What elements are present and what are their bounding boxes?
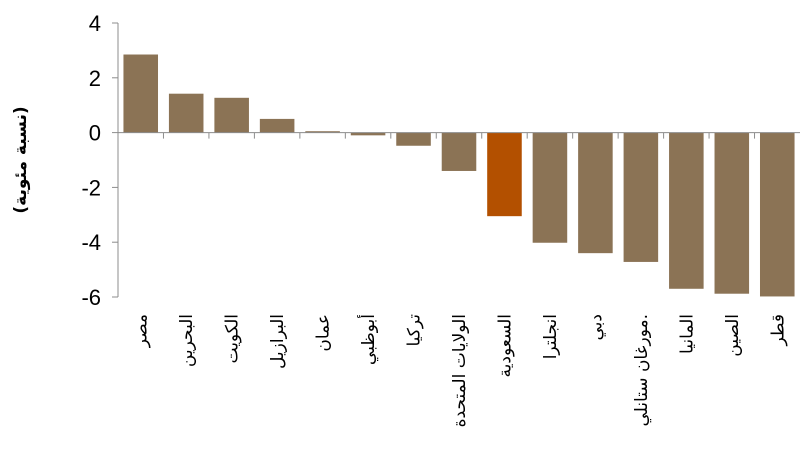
category-label: الولايات المتحدة [450, 314, 470, 427]
bar [578, 132, 613, 254]
category-label: قطر [768, 314, 788, 346]
x-axis-ticks [117, 132, 756, 139]
bar [123, 54, 159, 133]
bar [214, 97, 249, 133]
category-label: البرازيل [268, 314, 288, 369]
y-axis-title-group: (نسبة مئوية) [11, 106, 31, 213]
bar [487, 132, 522, 217]
bar [259, 118, 295, 133]
category-labels: مصر البحرين الكويت البرازيل عمان أبوظبي تركيا ا… [132, 314, 789, 428]
y-axis-title: (نسبة مئوية) [11, 106, 31, 213]
category-label: دبي [586, 314, 606, 340]
category-label: مصر [132, 314, 152, 348]
y-tick-label: 4 [89, 11, 101, 36]
bar [669, 132, 704, 289]
category-label: انجلترا [541, 314, 561, 359]
category-label: الصين [723, 314, 743, 357]
category-label: الكويت [223, 314, 243, 364]
category-label: تركيا [405, 314, 425, 347]
category-label: عمان [314, 314, 334, 352]
y-tick-label: 0 [89, 121, 101, 146]
bar [714, 132, 750, 294]
bars [123, 54, 795, 297]
y-tick-label: -6 [81, 285, 101, 310]
bar [623, 132, 659, 262]
bar [759, 132, 795, 297]
bar [168, 93, 204, 133]
y-tick-label: 2 [89, 66, 101, 91]
category-label: أبوظبي [357, 314, 379, 365]
bar [532, 132, 568, 243]
category-label: السعودية [495, 314, 515, 377]
bar [350, 132, 386, 136]
bar [396, 132, 431, 146]
category-label: المانيا [677, 314, 697, 354]
category-label: البحرين [177, 314, 197, 367]
y-tick-label: -2 [81, 175, 101, 200]
y-axis-ticks: 4 2 0 -2 -4 -6 [81, 11, 118, 310]
category-label: مورغان ستانلي. [632, 314, 652, 427]
bar [305, 131, 340, 133]
bar [441, 132, 477, 171]
y-tick-label: -4 [81, 230, 101, 255]
